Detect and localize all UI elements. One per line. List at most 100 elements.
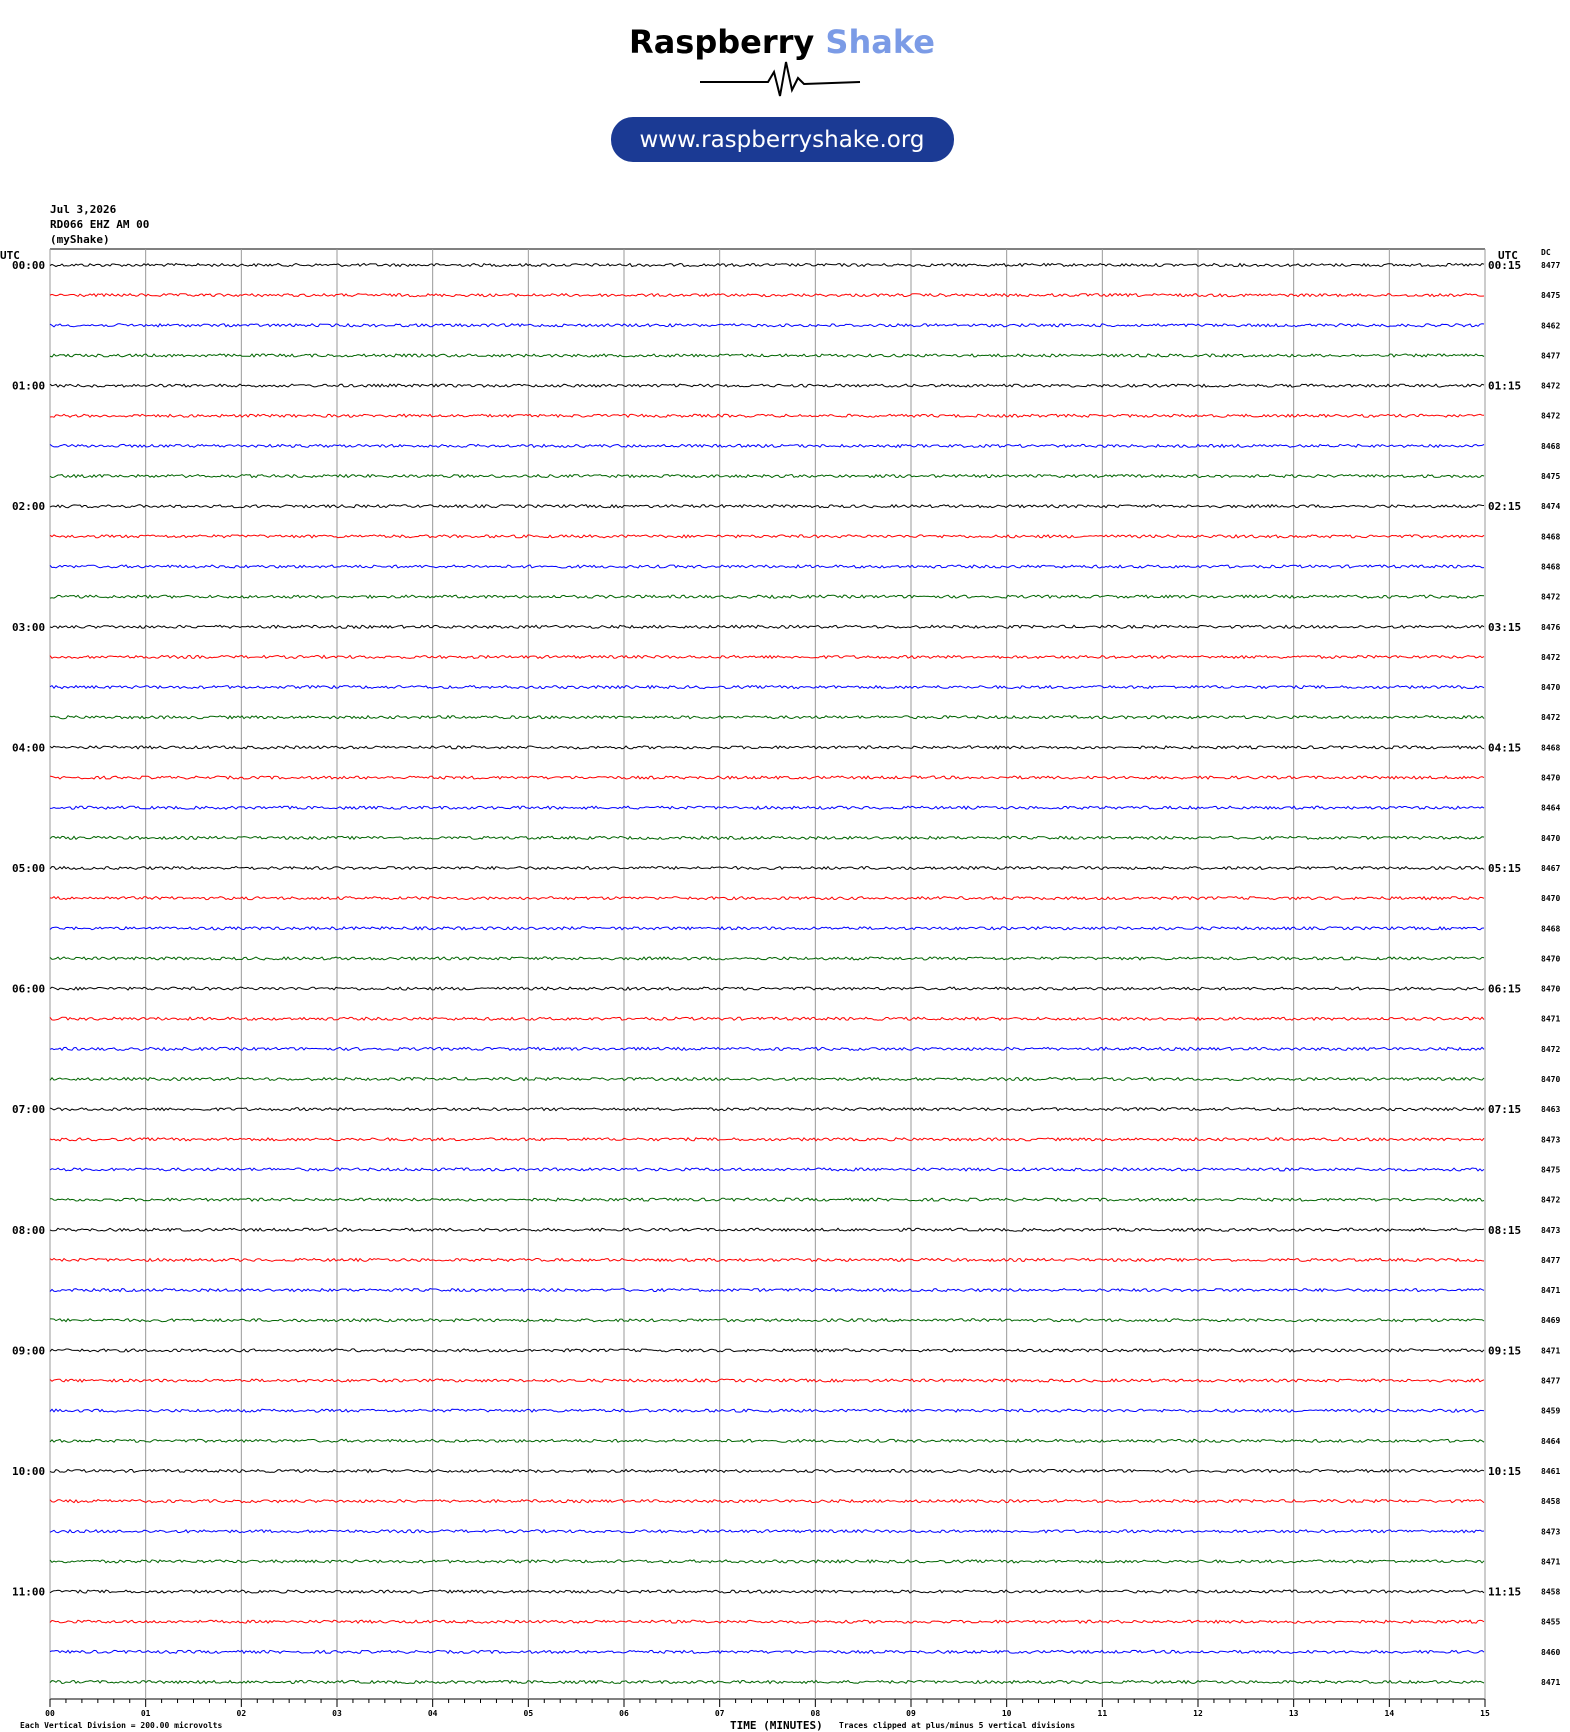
hour-left: 03:00 (12, 621, 45, 634)
trace (49, 1649, 1485, 1655)
dc-value: 8472 (1541, 1196, 1560, 1205)
brand: Raspberry Shake (629, 23, 935, 61)
hour-right: 06:15 (1488, 983, 1521, 996)
dc-value: 8474 (1541, 502, 1560, 511)
dc-value: 8472 (1541, 713, 1560, 722)
dc-value: 8471 (1541, 1015, 1560, 1024)
dc-value: 8477 (1541, 261, 1560, 270)
dc-value: 8461 (1541, 1467, 1560, 1476)
footer-right: Traces clipped at plus/minus 5 vertical … (839, 1720, 1075, 1730)
dc-value: 8459 (1541, 1407, 1560, 1416)
trace (49, 865, 1485, 871)
trace (49, 1016, 1485, 1022)
x-tick-label: 14 (1385, 1709, 1395, 1718)
dc-value: 8464 (1541, 804, 1560, 813)
dc-value: 8468 (1541, 924, 1560, 933)
hour-right: 03:15 (1488, 621, 1521, 634)
trace (49, 926, 1485, 931)
footer-left: Each Vertical Division = 200.00 microvol… (20, 1720, 222, 1730)
dc-value: 8468 (1541, 562, 1560, 571)
trace (49, 1227, 1485, 1233)
dc-value: 8477 (1541, 1377, 1560, 1386)
hour-left: 02:00 (12, 500, 45, 513)
trace (49, 1137, 1485, 1142)
dc-label: DC (1541, 248, 1551, 257)
hour-left: 09:00 (12, 1344, 45, 1357)
dc-value: 8475 (1541, 472, 1560, 481)
trace (49, 775, 1485, 780)
trace (49, 1076, 1485, 1082)
dc-value: 8473 (1541, 1226, 1560, 1235)
trace (49, 956, 1485, 961)
hour-left: 10:00 (12, 1465, 45, 1478)
hour-right: 00:15 (1488, 259, 1521, 272)
trace (50, 1197, 1485, 1202)
dc-value: 8468 (1541, 442, 1560, 451)
brand-second: Shake (825, 23, 935, 61)
logo-wave (700, 61, 861, 97)
url[interactable]: www.raspberryshake.org (640, 127, 925, 153)
x-tick-label: 08 (811, 1709, 821, 1718)
trace (49, 1498, 1485, 1504)
station: RD066 EHZ AM 00 (50, 218, 149, 231)
trace (49, 986, 1485, 991)
x-tick-label: 05 (524, 1709, 534, 1718)
trace (49, 895, 1485, 901)
x-tick-label: 13 (1289, 1709, 1299, 1718)
dc-value: 8472 (1541, 412, 1560, 421)
hour-right: 08:15 (1488, 1224, 1521, 1237)
trace (49, 473, 1485, 479)
dc-value: 8470 (1541, 774, 1560, 783)
x-tick-label: 06 (619, 1709, 629, 1718)
trace (49, 714, 1485, 720)
dc-value: 8472 (1541, 382, 1560, 391)
dc-value: 8475 (1541, 1165, 1560, 1174)
dc-value: 8455 (1541, 1618, 1560, 1627)
hour-left: 07:00 (12, 1103, 45, 1116)
trace (49, 624, 1485, 630)
trace (49, 262, 1485, 268)
hour-left: 01:00 (12, 380, 45, 393)
dc-value: 8467 (1541, 864, 1560, 873)
x-tick-label: 00 (45, 1709, 55, 1718)
dc-value: 8473 (1541, 1135, 1560, 1144)
utc-right: UTC (1498, 249, 1518, 262)
hour-right: 11:15 (1488, 1586, 1521, 1599)
dc-value: 8477 (1541, 1256, 1560, 1265)
trace (49, 383, 1485, 388)
trace (50, 1317, 1485, 1323)
trace (49, 1468, 1485, 1474)
trace (49, 1528, 1485, 1534)
x-tick-label: 07 (715, 1709, 725, 1718)
dc-value: 8460 (1541, 1648, 1560, 1657)
trace (49, 1559, 1485, 1564)
trace (49, 353, 1485, 358)
trace (49, 1408, 1485, 1413)
trace (49, 654, 1485, 660)
hour-right: 02:15 (1488, 500, 1521, 513)
trace (49, 684, 1485, 690)
trace (49, 594, 1485, 599)
dc-value: 8470 (1541, 894, 1560, 903)
trace (49, 1167, 1485, 1172)
dc-value: 8476 (1541, 623, 1560, 632)
dc-value: 8468 (1541, 532, 1560, 541)
trace (49, 1619, 1485, 1625)
x-tick-label: 12 (1193, 1709, 1203, 1718)
trace (49, 1257, 1485, 1263)
x-tick-label: 02 (237, 1709, 247, 1718)
dc-value: 8458 (1541, 1497, 1560, 1506)
dc-value: 8472 (1541, 593, 1560, 602)
dc-value: 8471 (1541, 1286, 1560, 1295)
url-pill[interactable] (611, 117, 954, 162)
trace (49, 564, 1485, 569)
trace (49, 503, 1485, 509)
trace (49, 745, 1485, 750)
x-tick-label: 04 (428, 1709, 438, 1718)
x-tick-label: 10 (1002, 1709, 1012, 1718)
dc-value: 8470 (1541, 1075, 1560, 1084)
x-tick-label: 01 (141, 1709, 151, 1718)
trace (49, 1679, 1485, 1685)
hour-left: 06:00 (12, 983, 45, 996)
